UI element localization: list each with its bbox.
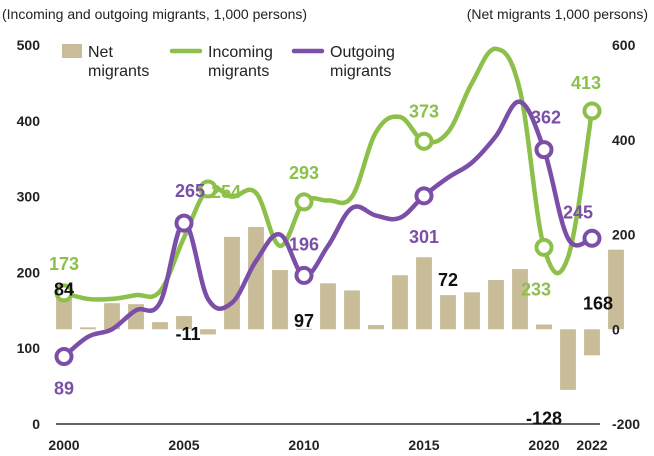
net-migrants-bar (584, 329, 600, 356)
legend-label: Outgoing (330, 44, 395, 61)
x-tick-label: 2005 (168, 437, 199, 453)
outgoing-marker (294, 265, 314, 285)
incoming-data-label: 173 (49, 254, 79, 274)
x-tick-label: 2020 (528, 437, 559, 453)
net-migrants-bar (464, 292, 480, 330)
incoming-marker (294, 192, 314, 212)
net-data-label: 72 (438, 270, 458, 290)
right-tick-label: 400 (612, 132, 636, 148)
outgoing-marker (54, 347, 74, 367)
net-migrants-bar (536, 324, 552, 330)
net-data-label: 84 (54, 279, 74, 299)
x-tick-label: 2022 (576, 437, 607, 453)
outgoing-data-label: 265 (175, 181, 205, 201)
net-migrants-bar (368, 324, 384, 330)
incoming-marker (582, 101, 602, 121)
legend-label: migrants (208, 63, 269, 80)
net-data-label: -128 (526, 409, 562, 429)
outgoing-data-label: 196 (289, 234, 319, 254)
incoming-marker (534, 237, 554, 257)
legend-swatch-net (62, 44, 82, 58)
net-migrants-bar (296, 328, 312, 330)
x-tick-label: 2015 (408, 437, 439, 453)
incoming-data-label: 293 (289, 163, 319, 183)
net-migrants-bar (80, 327, 96, 330)
outgoing-data-label: 89 (54, 379, 74, 399)
incoming-migrants-line (61, 46, 595, 302)
net-migrants-bar (560, 329, 576, 390)
outgoing-migrants-line (61, 99, 595, 359)
net-migrants-bar (176, 315, 192, 330)
net-migrants-bars (56, 226, 624, 390)
net-migrants-bar (416, 257, 432, 330)
axes: 0 100 200 300 400 500 -200 0 200 400 600 2000 2005 20… (17, 37, 641, 453)
net-migrants-bar (512, 269, 528, 330)
right-axis-title: (Net migrants 1,000 persons) (466, 6, 648, 22)
incoming-data-label: 413 (571, 73, 601, 93)
net-migrants-bar (440, 295, 456, 330)
left-axis-title: (Incoming and outgoing migrants, 1,000 p… (2, 6, 308, 22)
net-migrants-bar (608, 249, 624, 330)
left-tick-label: 100 (17, 340, 41, 356)
net-migrants-bar (320, 283, 336, 330)
outgoing-data-label: 301 (409, 227, 439, 247)
right-tick-label: 200 (612, 227, 636, 243)
incoming-marker (414, 131, 434, 151)
left-tick-label: 300 (17, 189, 41, 205)
outgoing-marker (174, 213, 194, 233)
net-migrants-bar (488, 279, 504, 330)
outgoing-data-label: 245 (563, 202, 593, 222)
net-migrants-bar (104, 303, 120, 330)
left-tick-label: 200 (17, 264, 41, 280)
right-tick-label: 600 (612, 37, 636, 53)
net-migrants-bar (152, 322, 168, 330)
incoming-data-label: 373 (409, 101, 439, 121)
net-migrants-bar (200, 329, 216, 335)
net-data-label: -11 (175, 324, 200, 344)
net-data-label: 168 (583, 293, 613, 313)
incoming-data-label: 254 (211, 182, 241, 202)
legend-label: migrants (330, 63, 391, 80)
right-tick-label: -200 (612, 416, 640, 432)
net-migrants-bar (248, 226, 264, 330)
net-migrants-bar (392, 275, 408, 330)
outgoing-data-label: 362 (531, 108, 561, 128)
legend-label: migrants (88, 63, 149, 80)
net-migrants-bar (344, 290, 360, 330)
legend-label: Incoming (208, 44, 273, 61)
outgoing-marker (414, 186, 434, 206)
migration-lines (54, 46, 602, 367)
incoming-marker (54, 283, 74, 303)
x-tick-label: 2000 (48, 437, 79, 453)
incoming-data-label: 233 (521, 279, 551, 299)
data-labels: 173 254 293 373 233 413 89 265 196 301 362 245 84 -11… (49, 73, 613, 429)
net-migrants-bar (272, 270, 288, 330)
right-tick-label: 0 (612, 321, 620, 337)
legend: Net migrants Incoming migrants Outgoing migra… (62, 44, 395, 80)
incoming-marker (198, 179, 218, 199)
outgoing-marker (534, 140, 554, 160)
legend-label: Net (88, 44, 113, 61)
x-tick-label: 2010 (288, 437, 319, 453)
left-tick-label: 500 (17, 37, 41, 53)
net-migrants-bar (224, 236, 240, 330)
outgoing-marker (582, 228, 602, 248)
net-data-label: 97 (294, 311, 314, 331)
left-tick-label: 400 (17, 113, 41, 129)
left-tick-label: 0 (32, 416, 40, 432)
